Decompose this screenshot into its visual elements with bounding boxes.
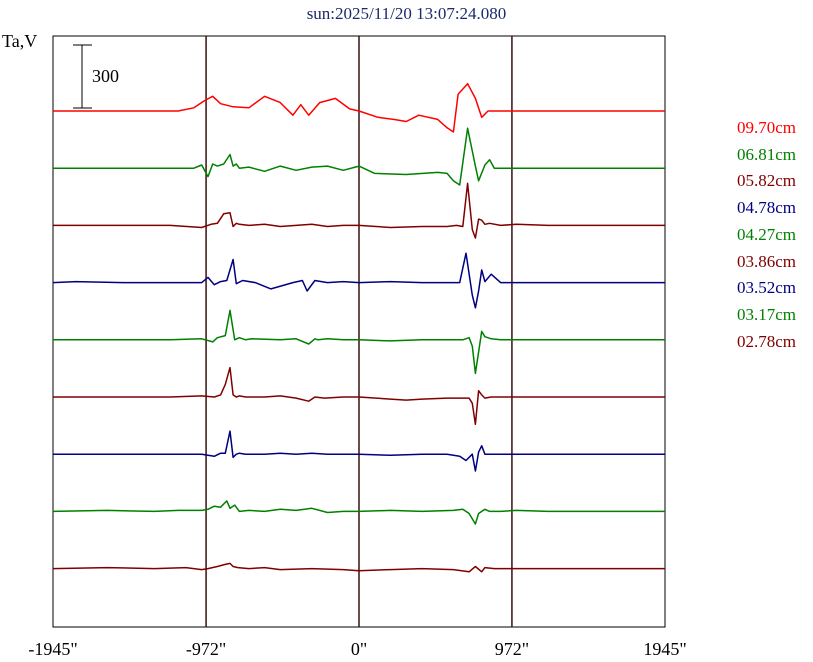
legend-item: 03.86cm <box>737 251 797 271</box>
chart-title: sun:2025/11/20 13:07:24.080 <box>306 4 507 23</box>
x-tick-label: 1945" <box>643 639 686 659</box>
trace-03.86cm <box>53 366 665 426</box>
trace-06.81cm <box>53 127 665 186</box>
x-tick-label: 0" <box>351 639 367 659</box>
x-tick-label: 972" <box>495 639 529 659</box>
vertical-reference-lines <box>205 36 513 627</box>
x-tick-label: -1945" <box>28 639 77 659</box>
scale-bar: 300 <box>73 44 119 109</box>
trace-04.78cm <box>52 252 665 309</box>
legend-item: 03.17cm <box>737 304 797 324</box>
legend-item: 06.81cm <box>737 144 797 164</box>
trace-03.52cm <box>53 430 665 472</box>
trace-05.82cm <box>53 182 665 239</box>
legend-item: 04.27cm <box>737 224 797 244</box>
legend-item: 03.52cm <box>737 278 797 298</box>
legend-item: 05.82cm <box>737 171 797 191</box>
traces <box>52 82 665 573</box>
trace-03.17cm <box>52 500 665 525</box>
legend-item: 09.70cm <box>737 118 797 137</box>
trace-04.27cm <box>53 309 665 375</box>
scale-bar-label: 300 <box>92 66 119 86</box>
x-tick-label: -972" <box>186 639 226 659</box>
legend-item: 04.78cm <box>737 198 797 218</box>
x-tick-labels: -1945" -972" 0" 972" 1945" <box>28 639 686 659</box>
trace-09.70cm <box>53 82 665 133</box>
trace-02.78cm <box>52 562 665 573</box>
y-axis-label: Ta,V <box>2 31 38 51</box>
legend-item: 02.78cm <box>737 331 797 351</box>
